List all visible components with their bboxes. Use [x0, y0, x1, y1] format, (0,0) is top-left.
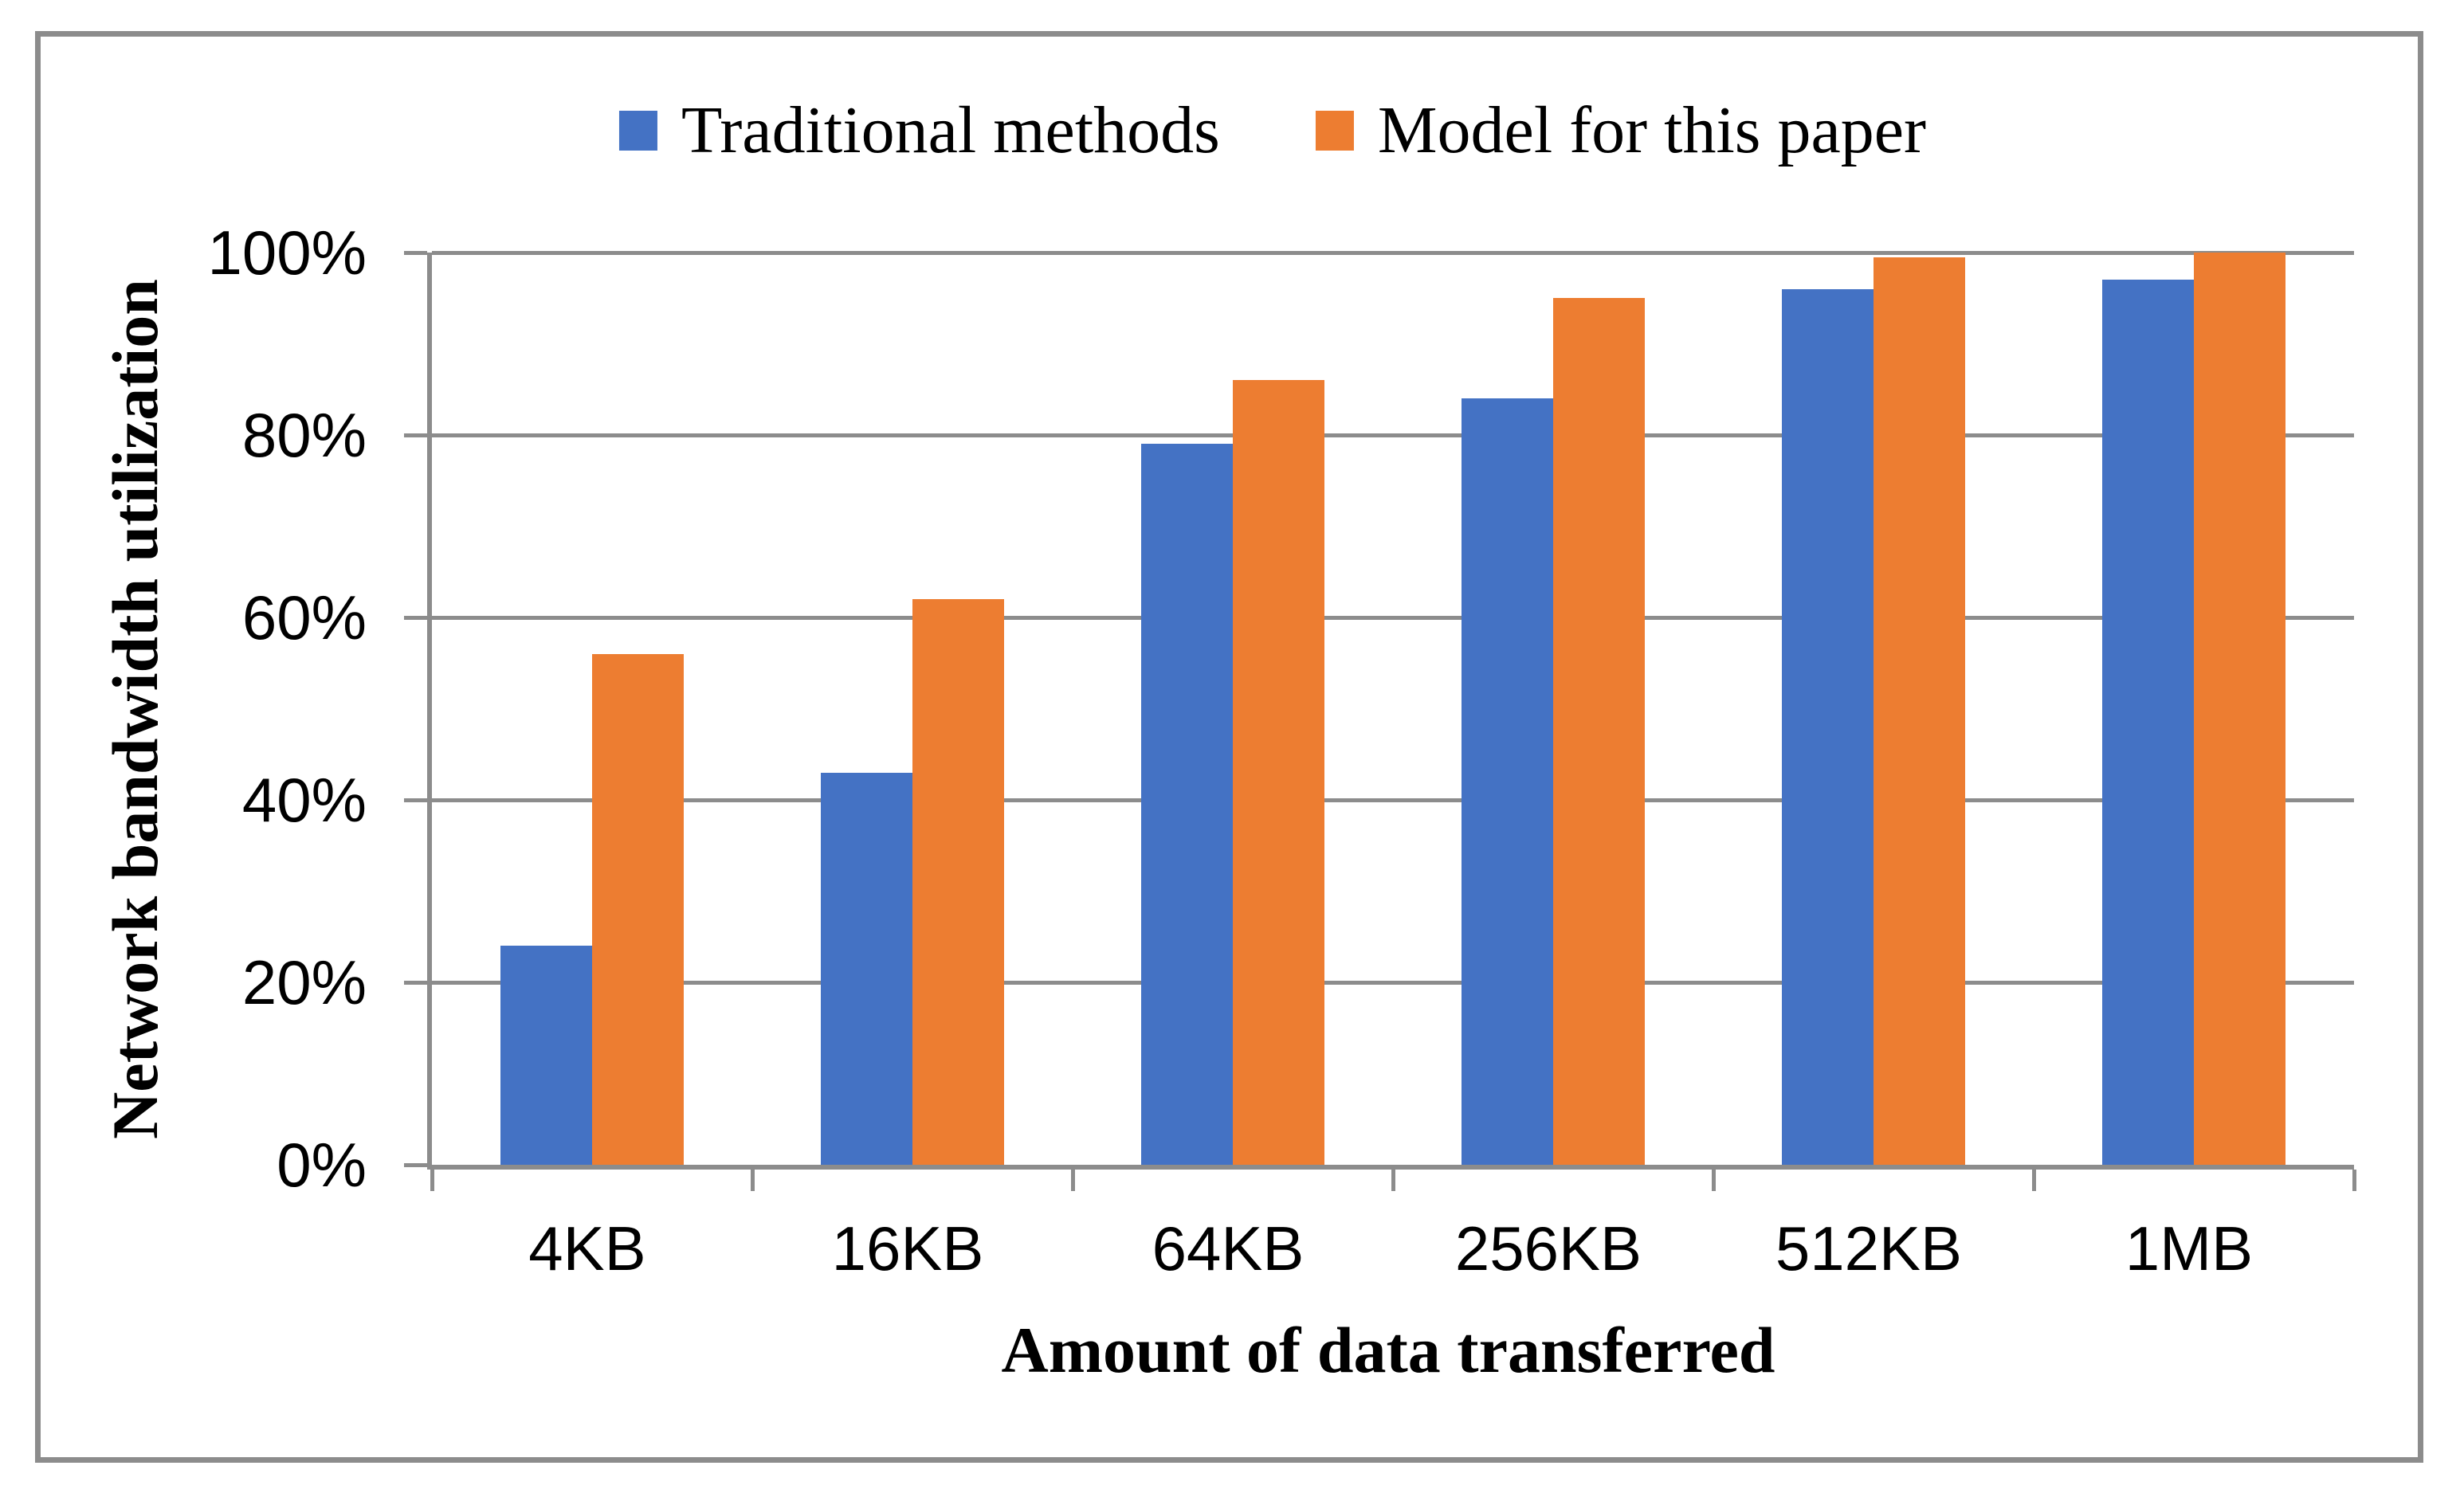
- y-axis-tick-0: [404, 1162, 427, 1167]
- x-tick-label-16kb: 16KB: [831, 1213, 984, 1283]
- x-axis-title: Amount of data transferred: [1001, 1314, 1775, 1386]
- gridline-100: [432, 250, 2354, 255]
- legend-label-traditional-methods: Traditional methods: [681, 93, 1220, 167]
- legend-swatch-model-for-this-paper: [1315, 111, 1354, 151]
- bar-traditional-methods-256kb: [1462, 398, 1553, 1165]
- y-tick-label-0: 0%: [277, 1130, 367, 1200]
- y-tick-label-20: 20%: [241, 947, 367, 1017]
- bar-model-for-this-paper-64kb: [1233, 380, 1324, 1165]
- x-axis-tick-4: [1711, 1170, 1716, 1191]
- x-axis-tick-2: [1070, 1170, 1075, 1191]
- legend-item-traditional-methods: Traditional methods: [618, 93, 1220, 167]
- y-axis-tick-80: [404, 433, 427, 437]
- y-axis-tick-20: [404, 980, 427, 985]
- bar-traditional-methods-4kb: [500, 946, 592, 1165]
- x-tick-label-64kb: 64KB: [1152, 1213, 1305, 1283]
- legend: Traditional methods Model for this paper: [618, 93, 1927, 167]
- plot-area: [404, 250, 2356, 1191]
- gridline-80: [432, 433, 2354, 437]
- bar-model-for-this-paper-4kb: [592, 653, 684, 1165]
- y-tick-label-60: 60%: [241, 582, 367, 652]
- x-axis-tick-6: [2352, 1170, 2356, 1191]
- x-tick-label-1mb: 1MB: [2125, 1213, 2254, 1283]
- legend-item-model-for-this-paper: Model for this paper: [1315, 93, 1927, 167]
- gridline-60: [432, 615, 2354, 620]
- gridline-20: [432, 980, 2354, 985]
- y-tick-label-100: 100%: [207, 217, 367, 288]
- x-axis-tick-0: [430, 1170, 434, 1191]
- y-tick-label-80: 80%: [241, 400, 367, 470]
- bar-traditional-methods-64kb: [1141, 444, 1233, 1165]
- bar-traditional-methods-1mb: [2102, 280, 2194, 1165]
- bar-traditional-methods-512kb: [1782, 288, 1874, 1165]
- bar-traditional-methods-16kb: [821, 772, 912, 1165]
- y-axis-tick-40: [404, 797, 427, 802]
- bar-model-for-this-paper-1mb: [2194, 253, 2285, 1165]
- legend-swatch-traditional-methods: [618, 111, 657, 151]
- bar-model-for-this-paper-256kb: [1553, 298, 1645, 1165]
- y-axis-tick-60: [404, 615, 427, 620]
- y-axis-tick-100: [404, 250, 427, 255]
- legend-label-model-for-this-paper: Model for this paper: [1377, 93, 1927, 167]
- gridline-40: [432, 797, 2354, 802]
- x-tick-label-512kb: 512KB: [1775, 1213, 1963, 1283]
- x-axis-tick-5: [2031, 1170, 2036, 1191]
- bar-model-for-this-paper-512kb: [1874, 257, 1965, 1165]
- x-tick-label-4kb: 4KB: [528, 1213, 646, 1283]
- y-tick-label-40: 40%: [241, 765, 367, 835]
- x-axis-tick-1: [750, 1170, 755, 1191]
- x-tick-label-256kb: 256KB: [1454, 1213, 1642, 1283]
- chart-border-frame: [35, 31, 2423, 1463]
- bar-model-for-this-paper-16kb: [912, 599, 1004, 1165]
- x-axis-tick-3: [1391, 1170, 1395, 1191]
